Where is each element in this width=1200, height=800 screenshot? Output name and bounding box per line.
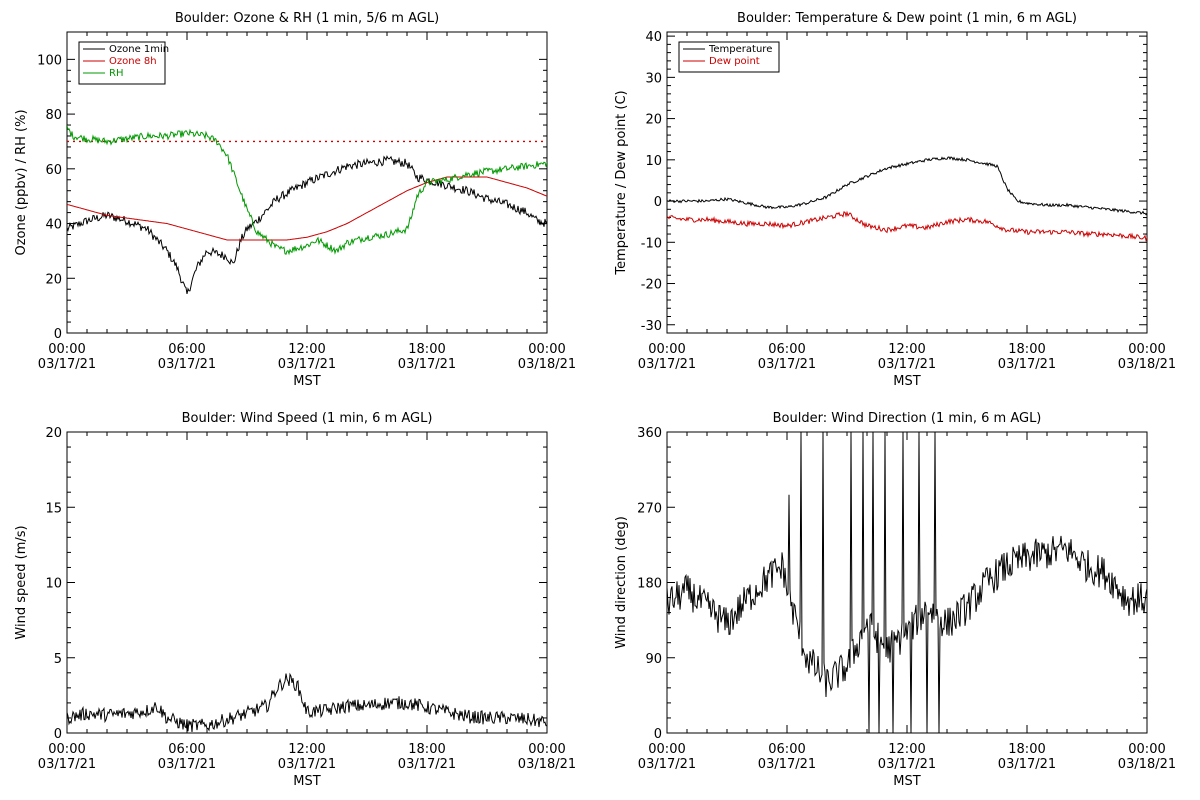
temperature-chart: Boulder: Temperature & Dew point (1 min,… bbox=[614, 11, 1176, 389]
y-tick-label: 0 bbox=[54, 327, 62, 342]
series-line bbox=[667, 156, 1147, 216]
y-tick-label: 20 bbox=[45, 272, 62, 287]
x-tick-label-time: 00:00 bbox=[48, 742, 85, 757]
y-tick-label: 40 bbox=[45, 218, 62, 233]
x-tick-label-time: 00:00 bbox=[648, 342, 685, 357]
x-axis-label: MST bbox=[893, 374, 920, 389]
ozone-chart: Boulder: Ozone & RH (1 min, 5/6 m AGL) 0 2… bbox=[14, 11, 576, 389]
y-tick-label: 40 bbox=[645, 30, 662, 45]
x-tick-label-date: 03/17/21 bbox=[398, 757, 456, 772]
wind-direction-chart: Boulder: Wind Direction (1 min, 6 m AGL)… bbox=[614, 411, 1176, 789]
chart-title: Boulder: Ozone & RH (1 min, 5/6 m AGL) bbox=[175, 11, 439, 26]
x-tick-label-date: 03/18/21 bbox=[518, 757, 576, 772]
x-tick-label-time: 12:00 bbox=[288, 742, 325, 757]
series-line bbox=[67, 176, 547, 241]
x-tick-label-date: 03/17/21 bbox=[638, 757, 696, 772]
y-tick-label: 10 bbox=[45, 577, 62, 592]
legend-label: Temperature bbox=[708, 44, 772, 55]
plot-frame bbox=[666, 31, 1148, 334]
legend bbox=[678, 41, 780, 73]
y-tick-label: 5 bbox=[54, 652, 62, 667]
x-tick-label-date: 03/17/21 bbox=[638, 357, 696, 372]
y-tick-label: 180 bbox=[637, 577, 662, 592]
y-tick-label: -20 bbox=[641, 278, 662, 293]
x-axis-label: MST bbox=[893, 774, 920, 789]
legend-label: Ozone 8h bbox=[109, 56, 157, 67]
y-tick-label: 100 bbox=[37, 53, 62, 68]
y-tick-label: 60 bbox=[45, 163, 62, 178]
y-tick-label: 0 bbox=[654, 195, 662, 210]
y-tick-label: 20 bbox=[45, 426, 62, 441]
y-tick-label: 360 bbox=[637, 426, 662, 441]
x-tick-label-time: 00:00 bbox=[48, 342, 85, 357]
y-tick-label: 90 bbox=[645, 652, 662, 667]
x-tick-label-date: 03/17/21 bbox=[758, 357, 816, 372]
x-tick-label-date: 03/17/21 bbox=[278, 357, 336, 372]
x-tick-label-time: 12:00 bbox=[288, 342, 325, 357]
chart-title: Boulder: Temperature & Dew point (1 min,… bbox=[737, 11, 1077, 26]
y-tick-label: -30 bbox=[641, 319, 662, 334]
y-tick-label: 0 bbox=[654, 727, 662, 742]
x-tick-label-date: 03/18/21 bbox=[518, 357, 576, 372]
y-tick-label: 20 bbox=[645, 113, 662, 128]
x-tick-label-time: 06:00 bbox=[168, 342, 205, 357]
x-tick-label-time: 12:00 bbox=[888, 342, 925, 357]
y-tick-label: 270 bbox=[637, 501, 662, 516]
x-tick-label-date: 03/17/21 bbox=[998, 757, 1056, 772]
series-line bbox=[667, 432, 1147, 733]
x-tick-label-date: 03/17/21 bbox=[278, 757, 336, 772]
series-line bbox=[67, 672, 547, 732]
wind-speed-chart: Boulder: Wind Speed (1 min, 6 m AGL) 0 5 10… bbox=[14, 411, 576, 789]
y-axis-label: Wind speed (m/s) bbox=[14, 525, 29, 639]
series-line bbox=[67, 125, 547, 256]
x-tick-label-date: 03/18/21 bbox=[1118, 757, 1176, 772]
y-axis-label: Temperature / Dew point (C) bbox=[614, 90, 629, 275]
y-tick-label: 30 bbox=[645, 71, 662, 86]
series-line bbox=[67, 155, 547, 294]
x-tick-label-date: 03/17/21 bbox=[158, 757, 216, 772]
x-axis-label: MST bbox=[293, 374, 320, 389]
x-tick-label-date: 03/17/21 bbox=[38, 357, 96, 372]
series-line bbox=[667, 210, 1147, 243]
legend-label: RH bbox=[109, 68, 123, 79]
x-tick-label-time: 18:00 bbox=[408, 742, 445, 757]
x-tick-label-date: 03/17/21 bbox=[158, 357, 216, 372]
x-axis-label: MST bbox=[293, 774, 320, 789]
x-tick-label-time: 00:00 bbox=[1128, 742, 1165, 757]
x-tick-label-time: 18:00 bbox=[1008, 742, 1045, 757]
x-tick-label-time: 18:00 bbox=[1008, 342, 1045, 357]
y-tick-label: -10 bbox=[641, 236, 662, 251]
x-tick-label-time: 06:00 bbox=[168, 742, 205, 757]
x-tick-label-time: 12:00 bbox=[888, 742, 925, 757]
x-tick-label-date: 03/17/21 bbox=[38, 757, 96, 772]
x-tick-label-date: 03/17/21 bbox=[758, 757, 816, 772]
y-axis-label: Wind direction (deg) bbox=[614, 516, 629, 649]
x-tick-label-time: 00:00 bbox=[1128, 342, 1165, 357]
x-tick-label-date: 03/17/21 bbox=[878, 357, 936, 372]
x-tick-label-time: 06:00 bbox=[768, 342, 805, 357]
plot-frame bbox=[66, 431, 548, 734]
x-tick-label-time: 18:00 bbox=[408, 342, 445, 357]
y-tick-label: 80 bbox=[45, 108, 62, 123]
y-tick-label: 10 bbox=[645, 154, 662, 169]
chart-title: Boulder: Wind Direction (1 min, 6 m AGL) bbox=[773, 411, 1042, 426]
y-tick-label: 0 bbox=[54, 727, 62, 742]
x-tick-label-date: 03/18/21 bbox=[1118, 357, 1176, 372]
x-tick-label-time: 00:00 bbox=[528, 342, 565, 357]
y-tick-label: 15 bbox=[45, 501, 62, 516]
x-tick-label-time: 06:00 bbox=[768, 742, 805, 757]
chart-title: Boulder: Wind Speed (1 min, 6 m AGL) bbox=[182, 411, 433, 426]
x-tick-label-date: 03/17/21 bbox=[398, 357, 456, 372]
legend-label: Dew point bbox=[709, 56, 760, 67]
y-axis-label: Ozone (ppbv) / RH (%) bbox=[14, 109, 29, 255]
x-tick-label-date: 03/17/21 bbox=[998, 357, 1056, 372]
x-tick-label-date: 03/17/21 bbox=[878, 757, 936, 772]
legend-label: Ozone 1min bbox=[109, 44, 169, 55]
x-tick-label-time: 00:00 bbox=[648, 742, 685, 757]
plot-frame bbox=[666, 431, 1148, 734]
x-tick-label-time: 00:00 bbox=[528, 742, 565, 757]
